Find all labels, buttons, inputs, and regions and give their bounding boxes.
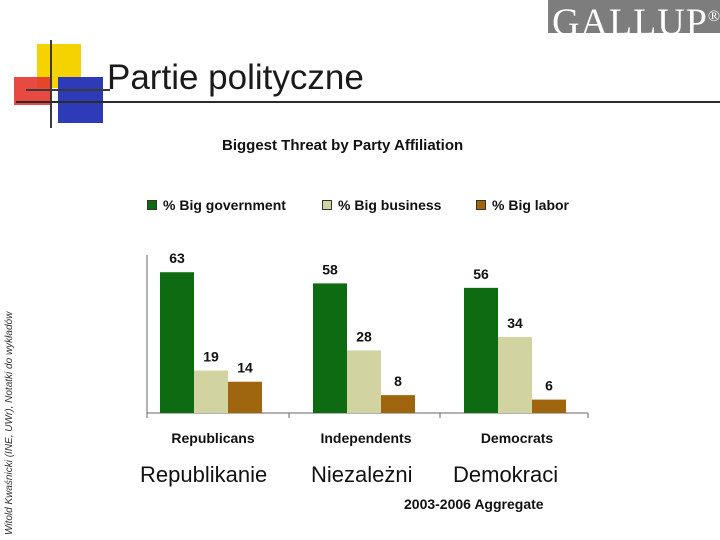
- chart-title: Biggest Threat by Party Affiliation: [222, 137, 464, 154]
- bar: [464, 287, 498, 413]
- polish-label-independents: Niezależni: [311, 462, 413, 487]
- gallup-logo-text: GALLUP: [552, 1, 708, 33]
- legend-swatch-big-labor: [476, 200, 486, 210]
- legend-swatch-big-business: [322, 200, 332, 210]
- polish-label-republicans: Republikanie: [140, 462, 268, 487]
- gallup-logo-mark: ®: [707, 8, 720, 25]
- bar: [532, 399, 566, 413]
- bar: [160, 272, 194, 413]
- legend-item-big-labor: % Big labor: [476, 197, 569, 213]
- data-label: 34: [507, 315, 523, 331]
- data-label: 56: [473, 266, 489, 282]
- legend-label: % Big government: [163, 197, 286, 213]
- deco-vertical-line: [50, 40, 52, 128]
- legend-item-big-business: % Big business: [322, 197, 441, 213]
- deco-red-square: [14, 77, 51, 105]
- data-label: 19: [203, 349, 219, 365]
- slide-title: Partie polityczne: [107, 58, 364, 97]
- data-label: 14: [237, 360, 253, 376]
- data-label: 6: [545, 378, 553, 394]
- bar: [194, 370, 228, 413]
- chart-subtitle: 2003-2006 Aggregate: [404, 496, 544, 512]
- legend-swatch-big-government: [147, 200, 157, 210]
- bar: [347, 350, 381, 413]
- deco-horizontal-line: [26, 89, 110, 91]
- bar: [228, 381, 262, 413]
- deco-blue-square: [58, 77, 103, 123]
- data-label: 58: [322, 261, 338, 277]
- legend-label: % Big business: [338, 197, 442, 213]
- data-label: 63: [169, 250, 185, 266]
- legend-label: % Big labor: [492, 197, 570, 213]
- data-label: 8: [394, 373, 402, 389]
- gallup-logo: GALLUP®: [548, 0, 720, 33]
- bar: [498, 337, 532, 413]
- data-label: 28: [356, 328, 372, 344]
- title-divider: [16, 101, 720, 103]
- category-label: Republicans: [171, 430, 254, 446]
- category-label: Democrats: [481, 430, 554, 446]
- category-label: Independents: [320, 430, 411, 446]
- legend-item-big-government: % Big government: [147, 197, 286, 213]
- bar: [313, 283, 347, 413]
- bar: [381, 395, 415, 413]
- polish-label-democrats: Demokraci: [453, 462, 559, 487]
